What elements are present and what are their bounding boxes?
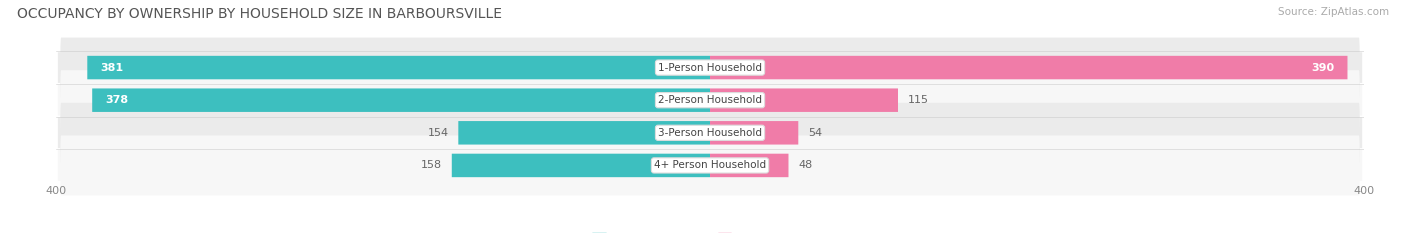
FancyBboxPatch shape: [710, 89, 898, 112]
Text: 1-Person Household: 1-Person Household: [658, 63, 762, 72]
FancyBboxPatch shape: [60, 103, 1360, 163]
FancyBboxPatch shape: [93, 89, 710, 112]
Text: 158: 158: [420, 161, 441, 170]
Legend: Owner-occupied, Renter-occupied: Owner-occupied, Renter-occupied: [588, 229, 832, 233]
FancyBboxPatch shape: [87, 56, 710, 79]
Text: 115: 115: [908, 95, 929, 105]
FancyBboxPatch shape: [710, 56, 1347, 79]
Text: 4+ Person Household: 4+ Person Household: [654, 161, 766, 170]
FancyBboxPatch shape: [710, 121, 799, 144]
Text: 390: 390: [1312, 63, 1334, 72]
FancyBboxPatch shape: [58, 85, 1362, 116]
Text: 378: 378: [105, 95, 128, 105]
FancyBboxPatch shape: [58, 52, 1362, 83]
FancyBboxPatch shape: [58, 150, 1362, 181]
FancyBboxPatch shape: [60, 38, 1360, 98]
Text: 2-Person Household: 2-Person Household: [658, 95, 762, 105]
FancyBboxPatch shape: [60, 70, 1360, 130]
Text: OCCUPANCY BY OWNERSHIP BY HOUSEHOLD SIZE IN BARBOURSVILLE: OCCUPANCY BY OWNERSHIP BY HOUSEHOLD SIZE…: [17, 7, 502, 21]
Text: 154: 154: [427, 128, 449, 138]
Text: 54: 54: [808, 128, 823, 138]
Text: 48: 48: [799, 161, 813, 170]
FancyBboxPatch shape: [710, 154, 789, 177]
Text: 381: 381: [100, 63, 124, 72]
Text: 3-Person Household: 3-Person Household: [658, 128, 762, 138]
FancyBboxPatch shape: [458, 121, 710, 144]
FancyBboxPatch shape: [58, 117, 1362, 148]
Text: Source: ZipAtlas.com: Source: ZipAtlas.com: [1278, 7, 1389, 17]
FancyBboxPatch shape: [60, 135, 1360, 195]
FancyBboxPatch shape: [451, 154, 710, 177]
